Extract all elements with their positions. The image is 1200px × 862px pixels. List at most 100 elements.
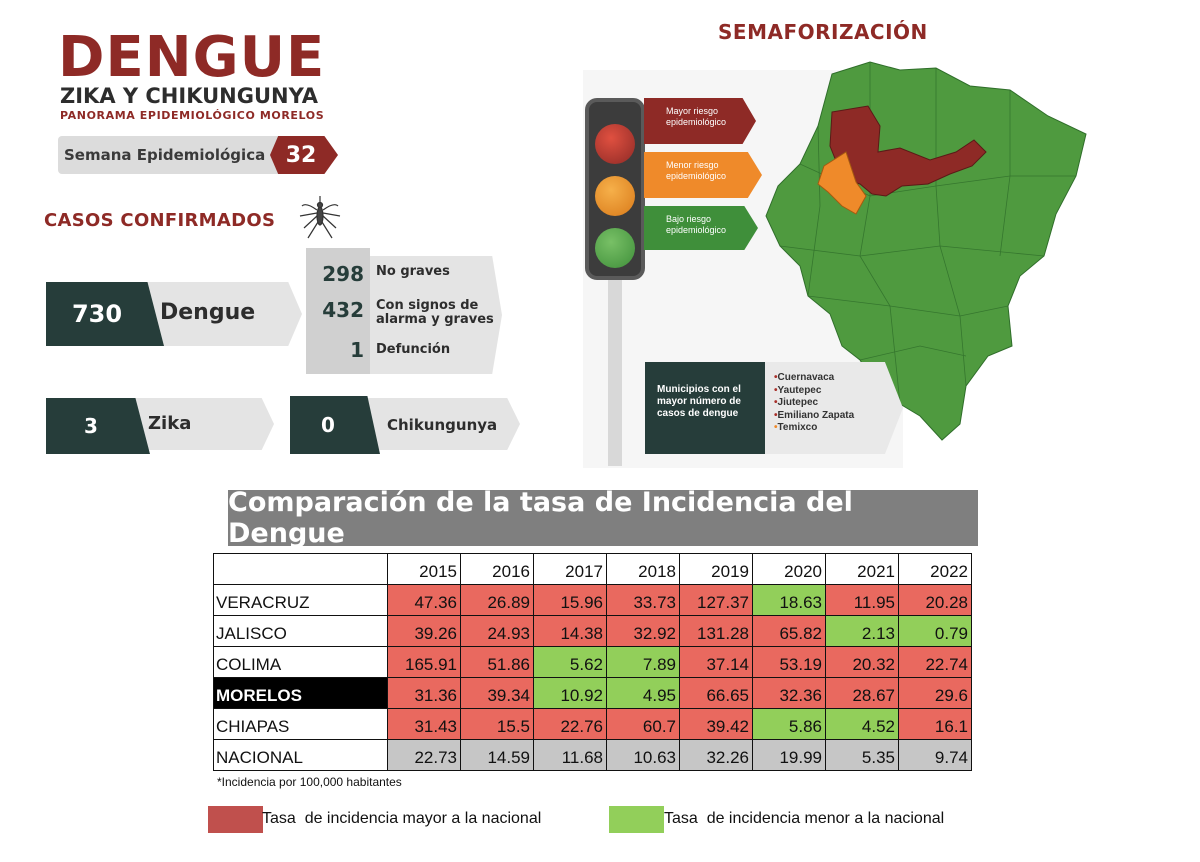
rate-cell: 20.28 [898, 584, 972, 616]
rate-cell: 31.36 [387, 677, 461, 709]
sign-bajo-riesgo: Bajo riesgo epidemiológico [644, 206, 758, 250]
zika-label: Zika [148, 413, 192, 434]
legend-label-menor: Tasa de incidencia menor a la nacional [664, 810, 945, 827]
year-header: 2017 [533, 553, 607, 585]
rate-cell: 22.76 [533, 708, 607, 740]
sign-mayor-riesgo-label: Mayor riesgo epidemiológico [666, 106, 727, 127]
municipio-name: Emiliano Zapata [777, 409, 855, 421]
semana-box [58, 136, 278, 174]
municipios-legend-title: Municipios con el mayor número de casos … [645, 362, 765, 454]
rate-cell: 15.96 [533, 584, 607, 616]
morelos-map [765, 61, 1087, 441]
sign-mayor-riesgo: Mayor riesgo epidemiológico [644, 98, 756, 144]
chikungunya-label: Chikungunya [387, 416, 498, 434]
table-row: MORELOS 31.36 39.34 10.92 4.95 66.65 32.36 28.6… [213, 677, 972, 709]
table-row: CHIAPAS 31.43 15.5 22.76 60.7 39.42 5.86 4.52 16… [213, 708, 972, 740]
chikungunya-box [360, 398, 520, 450]
dengue-count: 730 [46, 282, 164, 346]
defuncion-label: Defunción [376, 342, 451, 357]
rate-cell: 7.89 [606, 646, 680, 678]
main-title: DENGUE [58, 25, 326, 90]
rate-cell: 33.73 [606, 584, 680, 616]
rate-cell: 10.63 [606, 739, 680, 771]
rate-cell: 22.74 [898, 646, 972, 678]
year-header: 2021 [825, 553, 899, 585]
state-cell: JALISCO [213, 615, 388, 647]
year-header: 2020 [752, 553, 826, 585]
municipios-list: •Cuernavaca •Yautepec •Jiutepec •Emilian… [774, 372, 854, 435]
table-footnote: *Incidencia por 100,000 habitantes [217, 775, 402, 789]
chikungunya-count: 0 [290, 396, 380, 454]
municipio-item: •Jiutepec [774, 397, 819, 408]
rate-cell: 15.5 [460, 708, 534, 740]
rate-cell: 22.73 [387, 739, 461, 771]
rate-cell: 14.38 [533, 615, 607, 647]
table-title-box [228, 490, 978, 546]
graves-label: Con signos de alarma y graves [376, 298, 494, 327]
rate-cell: 26.89 [460, 584, 534, 616]
graves-count: 432 [322, 298, 364, 322]
municipio-name: Yautepec [777, 384, 822, 396]
rate-cell: 5.35 [825, 739, 899, 771]
state-cell: MORELOS [213, 677, 388, 709]
year-header: 2016 [460, 553, 534, 585]
table-title: Comparación de la tasa de Incidencia del… [228, 487, 853, 549]
rate-cell: 65.82 [752, 615, 826, 647]
sign-bajo-riesgo-label: Bajo riesgo epidemiológico [666, 214, 727, 235]
red-light-icon [595, 124, 635, 164]
rate-cell: 9.74 [898, 739, 972, 771]
municipio-item: •Emiliano Zapata [774, 409, 855, 421]
rate-cell: 24.93 [460, 615, 534, 647]
semana-label: Semana Epidemiológica [64, 146, 266, 164]
table-row: COLIMA 165.91 51.86 5.62 7.89 37.14 53.19 20.32… [213, 646, 972, 678]
municipio-name: Jiutepec [777, 397, 819, 408]
table-header-row: 2015 2016 2017 2018 2019 2020 2021 2022 [213, 553, 972, 585]
dengue-label: Dengue [160, 300, 256, 325]
table-row: NACIONAL 22.73 14.59 11.68 10.63 32.26 19.99 5.… [213, 739, 972, 771]
rate-cell: 127.37 [679, 584, 753, 616]
rate-cell: 11.68 [533, 739, 607, 771]
rate-cell: 60.7 [606, 708, 680, 740]
rate-cell: 5.62 [533, 646, 607, 678]
rate-cell: 0.79 [898, 615, 972, 647]
legend-label-mayor: Tasa de incidencia mayor a la nacional [262, 810, 542, 827]
semaforizacion-title: SEMAFORIZACIÓN [718, 20, 928, 44]
defuncion-count: 1 [350, 338, 364, 362]
incidence-table: 2015 2016 2017 2018 2019 2020 2021 2022 VERACRUZ… [213, 553, 972, 771]
rate-cell: 53.19 [752, 646, 826, 678]
state-cell: CHIAPAS [213, 708, 388, 740]
subtitle: ZIKA Y CHIKUNGUNYA [60, 84, 319, 108]
rate-cell: 32.36 [752, 677, 826, 709]
year-header: 2022 [898, 553, 972, 585]
rate-cell: 5.86 [752, 708, 826, 740]
rate-cell: 51.86 [460, 646, 534, 678]
traffic-light-pole [608, 270, 622, 466]
breakdown-number-column [306, 248, 370, 374]
map-region-orange [817, 151, 867, 215]
rate-cell: 18.63 [752, 584, 826, 616]
table-row: JALISCO 39.26 24.93 14.38 32.92 131.28 65.82 2.… [213, 615, 972, 647]
rate-cell: 4.52 [825, 708, 899, 740]
rate-cell: 20.32 [825, 646, 899, 678]
legend-swatch-menor [609, 806, 664, 833]
no-graves-label: No graves [376, 264, 450, 279]
state-cell: COLIMA [213, 646, 388, 678]
year-header: 2015 [387, 553, 461, 585]
rate-cell: 2.13 [825, 615, 899, 647]
municipio-name: Cuernavaca [777, 372, 835, 383]
rate-cell: 28.67 [825, 677, 899, 709]
rate-cell: 37.14 [679, 646, 753, 678]
rate-cell: 131.28 [679, 615, 753, 647]
municipio-item: •Cuernavaca [774, 372, 835, 383]
sign-menor-riesgo: Menor riesgo epidemiológico [644, 152, 762, 198]
panorama-label: PANORAMA EPIDEMIOLÓGICO MORELOS [60, 109, 325, 122]
green-light-icon [595, 228, 635, 268]
rate-cell: 66.65 [679, 677, 753, 709]
rate-cell: 165.91 [387, 646, 461, 678]
rate-cell: 39.34 [460, 677, 534, 709]
rate-cell: 10.92 [533, 677, 607, 709]
year-header: 2019 [679, 553, 753, 585]
header-corner-cell [213, 553, 388, 585]
rate-cell: 11.95 [825, 584, 899, 616]
rate-cell: 4.95 [606, 677, 680, 709]
